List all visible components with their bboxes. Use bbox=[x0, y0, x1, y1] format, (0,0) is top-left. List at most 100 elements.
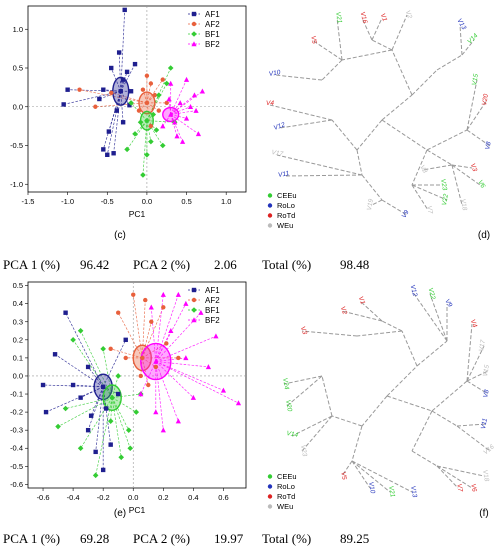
spoke-line bbox=[142, 357, 156, 368]
data-point bbox=[70, 337, 76, 343]
tree-tip-label: V16 bbox=[482, 443, 496, 456]
spoke-line bbox=[111, 397, 131, 449]
legend-dot bbox=[267, 494, 273, 499]
x-tick-label: -0.2 bbox=[97, 493, 110, 502]
tree-tip-label: V13 bbox=[409, 485, 418, 498]
data-point bbox=[235, 400, 242, 406]
data-point bbox=[127, 445, 134, 452]
spoke-line bbox=[168, 98, 172, 115]
data-point bbox=[138, 373, 143, 379]
tree-tip-label: V22 bbox=[427, 287, 437, 300]
data-point bbox=[77, 87, 82, 92]
tree-branch bbox=[356, 330, 403, 337]
data-point bbox=[108, 442, 113, 447]
tree-branch bbox=[341, 310, 383, 322]
legend-marker bbox=[191, 21, 197, 27]
y-tick-label: 0.3 bbox=[13, 317, 23, 326]
tree-branch bbox=[391, 14, 408, 51]
spoke-line bbox=[120, 91, 130, 106]
x-tick-label: 0.2 bbox=[158, 493, 168, 502]
tree-tip-label: V3 bbox=[299, 326, 308, 336]
x-axis-label: PC1 bbox=[129, 209, 146, 219]
tree-tip-label: V20 bbox=[284, 399, 293, 412]
data-point bbox=[52, 352, 58, 357]
x-tick-label: 0.0 bbox=[142, 197, 152, 206]
data-point bbox=[78, 395, 83, 400]
pca-chart-e: -0.6 -0.4 -0.2 0.0 0.2 0.4 0.6 -0.6 -0.5 -0.4 -0.3… bbox=[10, 281, 247, 519]
tree-branch bbox=[321, 375, 333, 417]
spoke-line bbox=[141, 300, 146, 358]
data-point bbox=[220, 387, 227, 393]
tree-branch bbox=[411, 410, 433, 452]
tree-branch bbox=[466, 79, 478, 131]
spoke-line bbox=[103, 89, 121, 92]
data-point bbox=[153, 364, 158, 370]
y-tick-label: 0.0 bbox=[13, 102, 23, 111]
data-point bbox=[77, 445, 84, 452]
data-point bbox=[174, 133, 180, 139]
spoke-line bbox=[80, 397, 113, 449]
data-point bbox=[183, 355, 189, 361]
tree-branch bbox=[351, 425, 363, 462]
tree-tip-label: V20 bbox=[481, 93, 490, 106]
tree-branch bbox=[456, 425, 491, 452]
data-point bbox=[123, 355, 128, 361]
tree-tip-label: V4 bbox=[266, 100, 274, 107]
pc1-label: PCA 1 (%) bbox=[3, 257, 61, 272]
data-point bbox=[148, 304, 154, 310]
dendrogram-f: V12 V22 V9 V1 V2 V4 V3 V17 V15 V8 V11 V16 V18 V6 V7 V13… bbox=[267, 284, 496, 519]
tree-branch bbox=[351, 460, 391, 493]
tree-tip-label: V8 bbox=[484, 141, 492, 150]
tree-tip-label: V5 bbox=[309, 35, 317, 44]
panel-label: (e) bbox=[114, 508, 126, 519]
spoke-line bbox=[170, 79, 187, 115]
tree-tip-label: V10 bbox=[268, 69, 281, 78]
plot-frame bbox=[27, 281, 247, 489]
data-point bbox=[144, 152, 150, 158]
y-tick-label: -0.1 bbox=[10, 390, 23, 399]
y-tick-label: 0.5 bbox=[13, 281, 23, 290]
legend-marker bbox=[191, 41, 197, 47]
tree-tip-label: V1 bbox=[379, 13, 388, 23]
data-point bbox=[172, 119, 178, 125]
tree-branch bbox=[356, 119, 383, 151]
tree-branch bbox=[436, 465, 473, 489]
spoke-line bbox=[102, 348, 113, 398]
spoke-line bbox=[120, 91, 124, 123]
spoke-line bbox=[146, 120, 175, 123]
tree-branch bbox=[361, 17, 373, 41]
tree-tip-label: V23 bbox=[439, 178, 448, 191]
spoke-line bbox=[170, 94, 195, 115]
data-point bbox=[199, 88, 205, 94]
spoke-line bbox=[142, 343, 167, 359]
tree-branch bbox=[451, 164, 473, 169]
legend-marker bbox=[191, 31, 197, 37]
data-point bbox=[177, 100, 183, 106]
tree-branch bbox=[459, 24, 463, 56]
data-point bbox=[146, 382, 151, 388]
tree-branch bbox=[351, 460, 371, 489]
data-point bbox=[109, 90, 114, 96]
spoke-line bbox=[141, 357, 149, 386]
x-tick-label: -0.5 bbox=[101, 197, 114, 206]
spoke-line bbox=[146, 83, 168, 121]
plot-frame bbox=[27, 5, 247, 193]
spoke-line bbox=[116, 91, 122, 111]
tree-branch bbox=[356, 149, 363, 176]
data-point bbox=[148, 81, 154, 86]
pc2-value: 19.97 bbox=[214, 531, 244, 546]
legend-label: BF2 bbox=[205, 40, 220, 49]
data-point bbox=[164, 100, 169, 106]
centroid-point bbox=[168, 111, 174, 117]
tree-tip-label: V18 bbox=[459, 198, 468, 211]
legend-label: AF2 bbox=[205, 20, 220, 29]
tree-tip-label: V19 bbox=[366, 198, 375, 211]
legend-label: BF1 bbox=[205, 30, 220, 39]
spoke-line bbox=[102, 339, 127, 387]
tree-branch bbox=[331, 119, 358, 151]
tree-tip-label: V24 bbox=[281, 377, 290, 390]
tree-tip-label: V13 bbox=[455, 17, 467, 31]
tree-branch bbox=[274, 74, 323, 81]
legend-label: AF2 bbox=[205, 296, 220, 305]
data-point bbox=[140, 172, 146, 178]
